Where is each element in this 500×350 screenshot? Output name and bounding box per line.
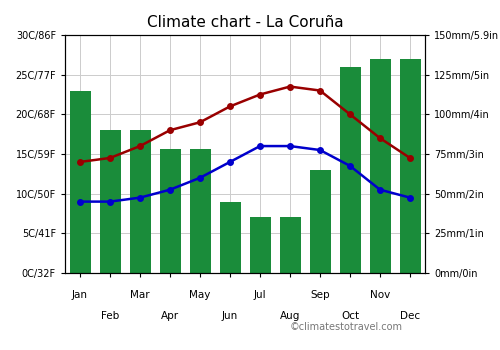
Text: Feb: Feb (101, 311, 119, 321)
Bar (370, 59, 390, 273)
Text: May: May (190, 290, 210, 300)
Text: Jul: Jul (254, 290, 266, 300)
Text: Sep: Sep (310, 290, 330, 300)
Bar (400, 59, 420, 273)
Bar (250, 217, 270, 273)
Text: Oct: Oct (341, 311, 359, 321)
Text: Apr: Apr (161, 311, 179, 321)
Text: Dec: Dec (400, 311, 420, 321)
Text: Nov: Nov (370, 290, 390, 300)
Bar (190, 149, 210, 273)
Bar (310, 170, 330, 273)
Text: ©climatestotravel.com: ©climatestotravel.com (290, 322, 403, 332)
Bar (340, 67, 360, 273)
Bar (130, 130, 150, 273)
Title: Climate chart - La Coruña: Climate chart - La Coruña (146, 15, 344, 30)
Bar (160, 149, 180, 273)
Bar (100, 130, 120, 273)
Bar (70, 91, 90, 273)
Text: Jan: Jan (72, 290, 88, 300)
Text: Aug: Aug (280, 311, 300, 321)
Bar (280, 217, 300, 273)
Text: Jun: Jun (222, 311, 238, 321)
Bar (220, 202, 240, 273)
Text: Mar: Mar (130, 290, 150, 300)
